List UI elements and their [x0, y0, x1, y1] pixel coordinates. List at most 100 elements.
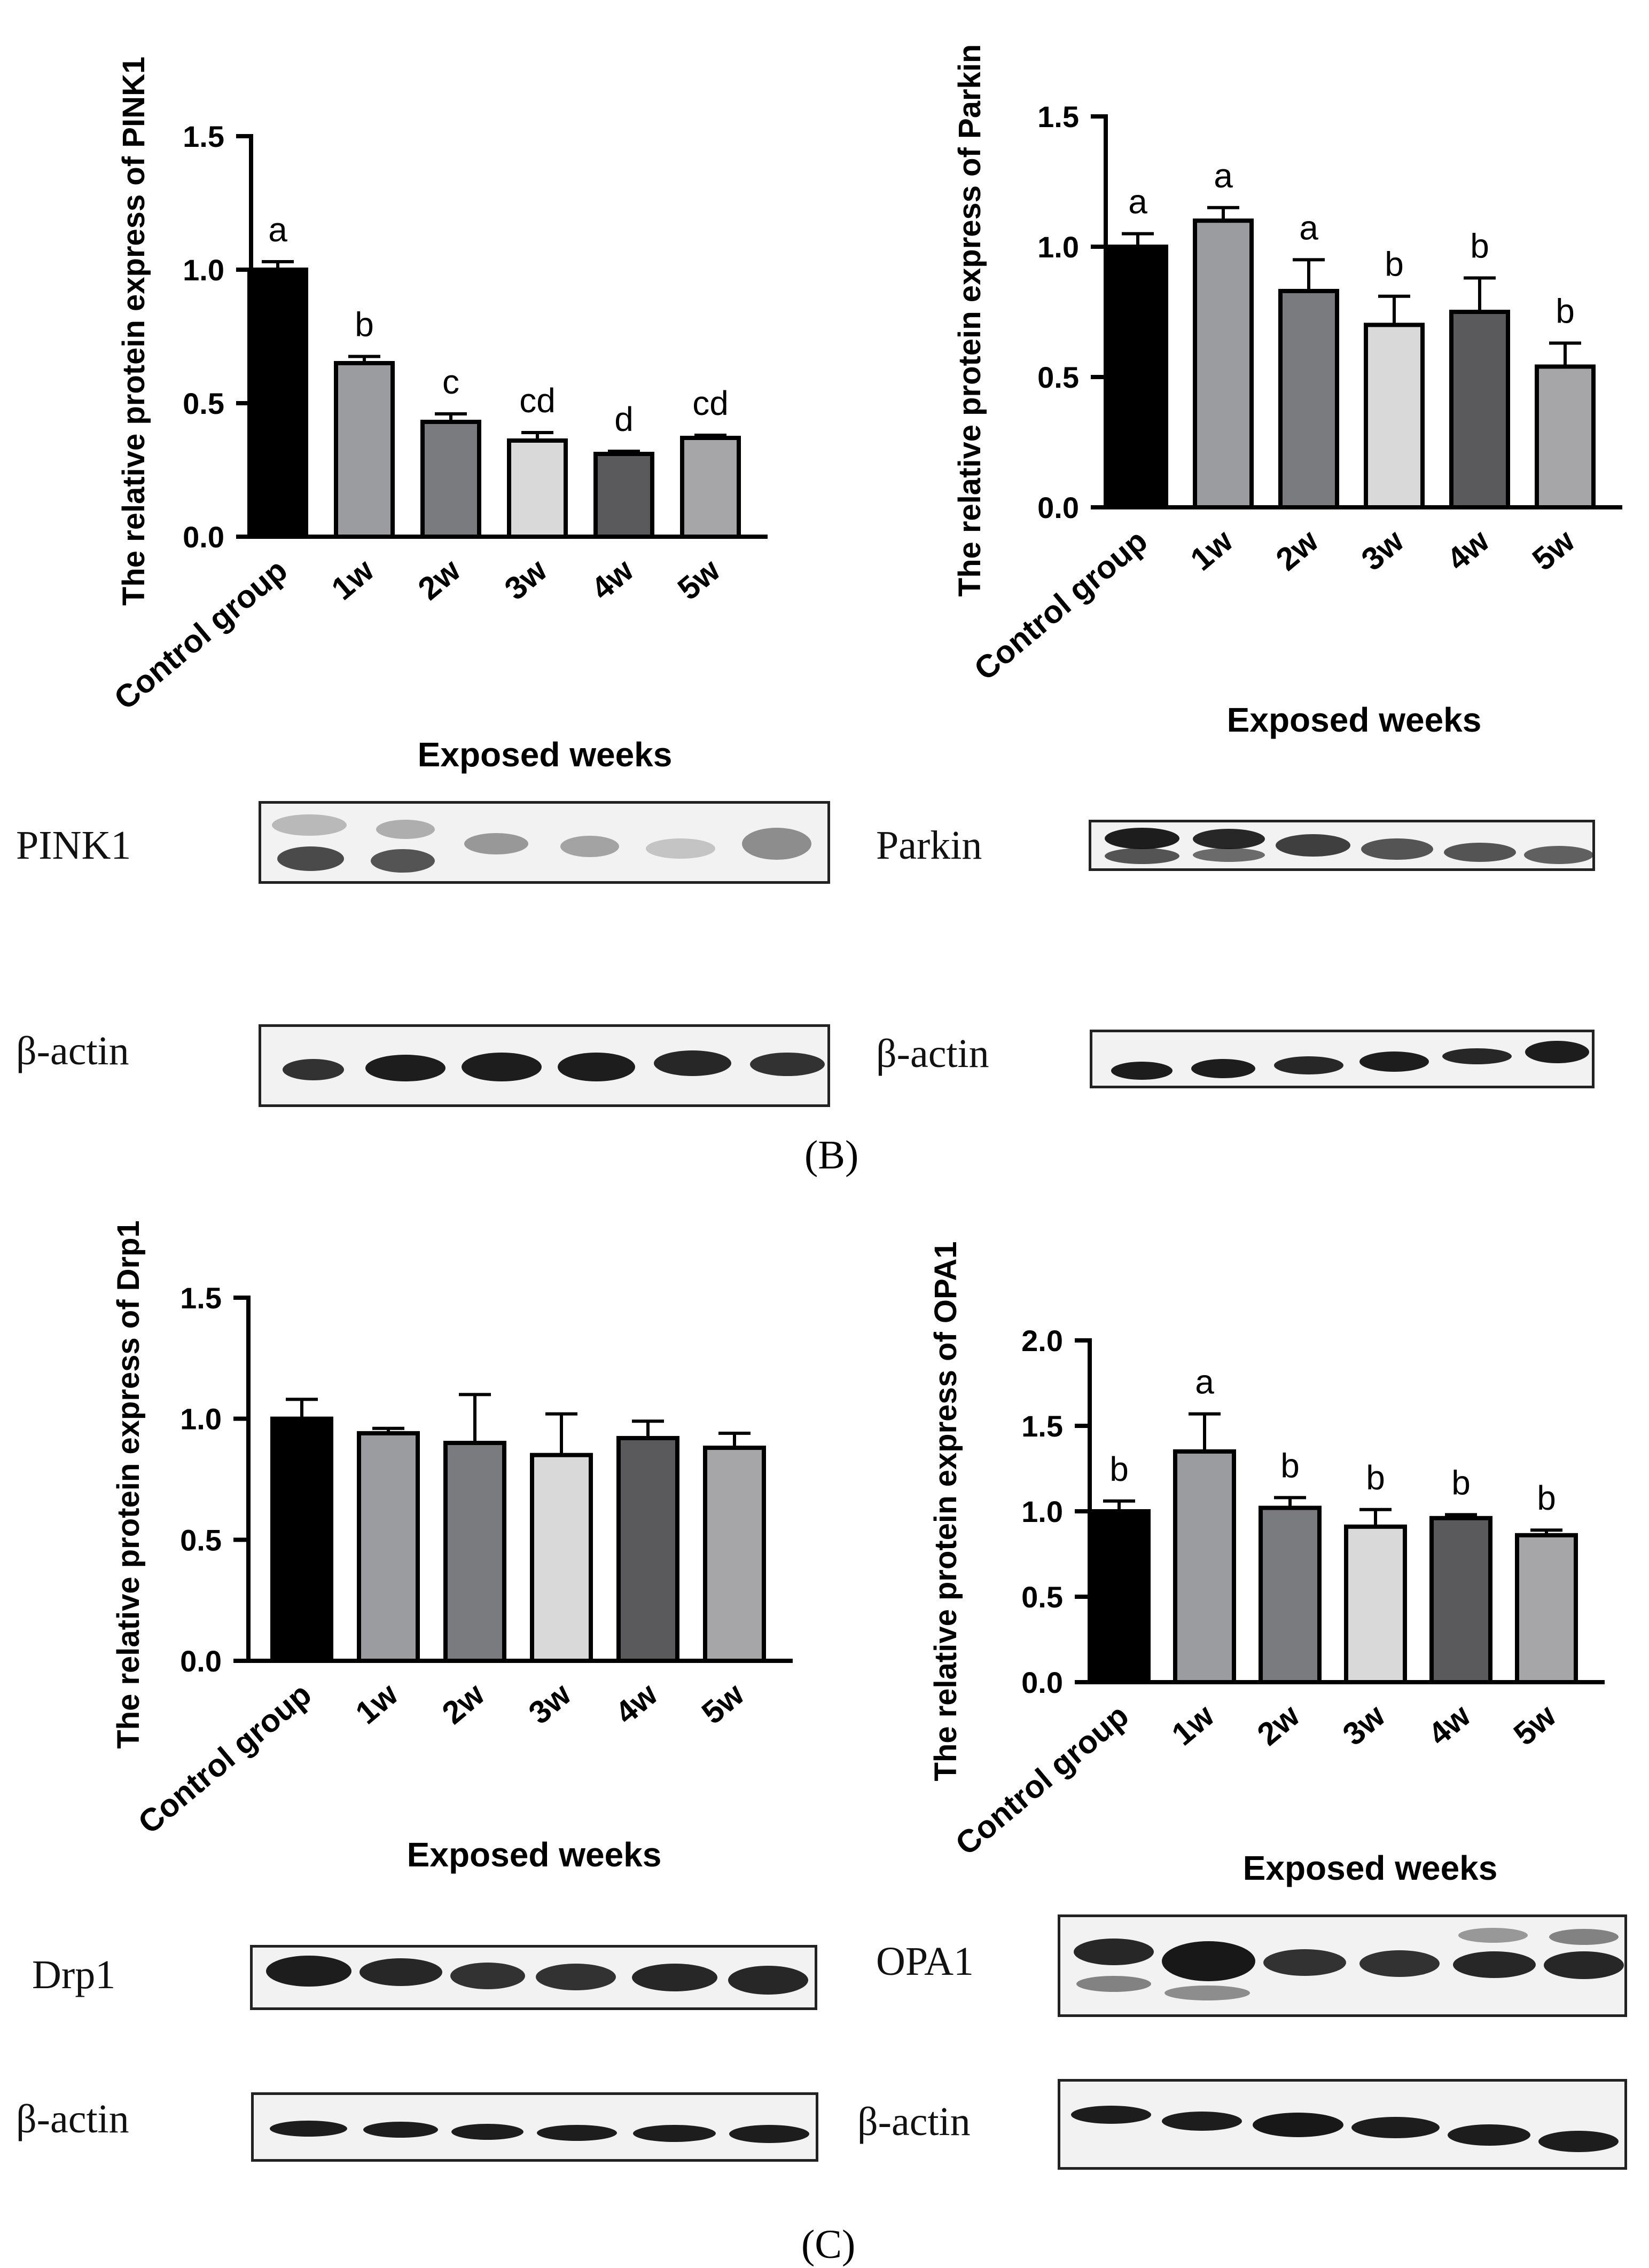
significance-label: a: [1299, 208, 1318, 247]
blot-label-drp1: Drp1: [32, 1952, 116, 1997]
bar: [270, 1416, 333, 1663]
category-label: 2w: [1269, 522, 1325, 577]
y-axis-label: The relative protein express of Drp1: [111, 1220, 146, 1749]
blot-opa1-actin: [1058, 2079, 1627, 2170]
y-axis-label: The relative protein express of Parkin: [952, 44, 987, 597]
category-label: 3w: [498, 552, 554, 607]
category-label: 5w: [671, 552, 727, 607]
category-label: 3w: [522, 1676, 578, 1731]
bar: [334, 361, 395, 539]
blot-parkin-actin: [1090, 1030, 1595, 1088]
category-label: 2w: [1251, 1697, 1307, 1752]
y-tick-label: 2.0: [1021, 1324, 1063, 1357]
category-label: 4w: [584, 552, 640, 607]
category-label: 3w: [1355, 522, 1411, 577]
x-axis-label: Exposed weeks: [407, 1835, 662, 1874]
significance-label: a: [1195, 1363, 1214, 1401]
category-label: Control group: [131, 1676, 318, 1841]
significance-label: b: [1537, 1479, 1556, 1517]
category-label: 5w: [1507, 1697, 1563, 1752]
blot-drp1: [250, 1945, 817, 2010]
bar: [593, 452, 654, 539]
category-label: 1w: [1184, 522, 1240, 577]
bar: [357, 1431, 420, 1663]
blot-label-opa1-actin: β-actin: [857, 2099, 971, 2144]
category-label: 2w: [435, 1676, 491, 1731]
blot-parkin: [1089, 820, 1595, 871]
y-tick-label: 1.0: [180, 1402, 222, 1436]
category-label: 3w: [1336, 1697, 1392, 1752]
y-tick-label: 0.5: [1037, 360, 1079, 394]
bar: [530, 1453, 593, 1663]
y-tick-label: 0.0: [1021, 1666, 1063, 1699]
blot-label-parkin: Parkin: [876, 823, 982, 868]
category-label: 4w: [1440, 522, 1496, 577]
y-tick-label: 1.5: [180, 1281, 222, 1315]
bar: [1535, 364, 1596, 509]
blot-label-drp1-actin: β-actin: [16, 2097, 129, 2141]
bar: [1449, 310, 1510, 509]
bar: [420, 420, 481, 539]
category-label: 2w: [411, 552, 467, 607]
y-tick-label: 1.0: [183, 253, 224, 287]
bar: [1173, 1449, 1236, 1684]
significance-label: b: [1556, 292, 1575, 331]
category-label: 1w: [1165, 1697, 1221, 1752]
y-tick-label: 0.5: [1021, 1580, 1063, 1614]
category-label: 4w: [1421, 1697, 1478, 1752]
bar: [1088, 1509, 1151, 1684]
y-axis-label: The relative protein express of PINK1: [116, 57, 151, 606]
significance-label: b: [1366, 1458, 1385, 1497]
significance-label: d: [614, 400, 634, 438]
y-axis-label: The relative protein express of OPA1: [928, 1241, 963, 1781]
bar: [1107, 245, 1168, 509]
y-tick-label: 1.0: [1037, 230, 1079, 264]
significance-label: b: [1470, 227, 1489, 265]
significance-label: b: [1385, 245, 1404, 284]
bar: [1193, 218, 1254, 509]
category-label: 1w: [349, 1676, 405, 1731]
bar: [616, 1435, 679, 1663]
significance-label: b: [355, 305, 374, 344]
bar: [1344, 1524, 1407, 1684]
x-axis-label: Exposed weeks: [1243, 1849, 1498, 1887]
y-tick-label: 0.5: [180, 1523, 222, 1557]
bar: [1515, 1533, 1578, 1684]
blot-label-pink1-actin: β-actin: [16, 1029, 129, 1073]
blot-label-parkin-actin: β-actin: [876, 1031, 989, 1076]
blot-pink1-actin: [259, 1024, 830, 1107]
panel-caption-c: (C): [801, 2222, 856, 2267]
bar: [1364, 323, 1425, 510]
bar: [1259, 1505, 1322, 1684]
category-label: 4w: [608, 1676, 665, 1731]
chart-drp1: 0.0 0.5 1.0 1.5 The relative protein express…: [111, 1220, 793, 1874]
category-label: Control group: [949, 1698, 1135, 1862]
y-tick-label: 1.5: [1021, 1409, 1063, 1443]
y-tick-label: 0.0: [183, 520, 224, 554]
bar: [247, 268, 308, 539]
chart-pink1: 0.0 0.5 1.0 1.5 The relative protein express…: [107, 57, 768, 774]
category-label: 1w: [325, 552, 381, 607]
significance-label: cd: [692, 384, 729, 422]
y-tick-label: 1.5: [1037, 100, 1079, 134]
y-tick-label: 1.5: [183, 120, 224, 153]
category-label: 5w: [695, 1676, 751, 1731]
panel-caption-b: (B): [804, 1133, 859, 1178]
chart-parkin: 0.0 0.5 1.0 1.5 The relative protein express…: [952, 44, 1622, 739]
bar: [703, 1446, 766, 1663]
significance-label: a: [1214, 156, 1233, 195]
y-tick-label: 0.0: [1037, 491, 1079, 524]
chart-opa1: 0.0 0.5 1.0 1.5 2.0 The relative protein expr…: [928, 1241, 1605, 1887]
category-label: 5w: [1526, 522, 1582, 577]
x-axis-label: Exposed weeks: [1227, 701, 1482, 739]
significance-label: b: [1451, 1463, 1471, 1502]
blot-opa1: [1058, 1914, 1627, 2017]
significance-label: c: [442, 363, 459, 401]
bar: [507, 438, 568, 539]
blot-label-opa1: OPA1: [876, 1939, 974, 1984]
bar: [1278, 288, 1339, 510]
significance-label: a: [1128, 183, 1147, 221]
significance-label: b: [1280, 1446, 1300, 1485]
bar: [1429, 1516, 1492, 1684]
